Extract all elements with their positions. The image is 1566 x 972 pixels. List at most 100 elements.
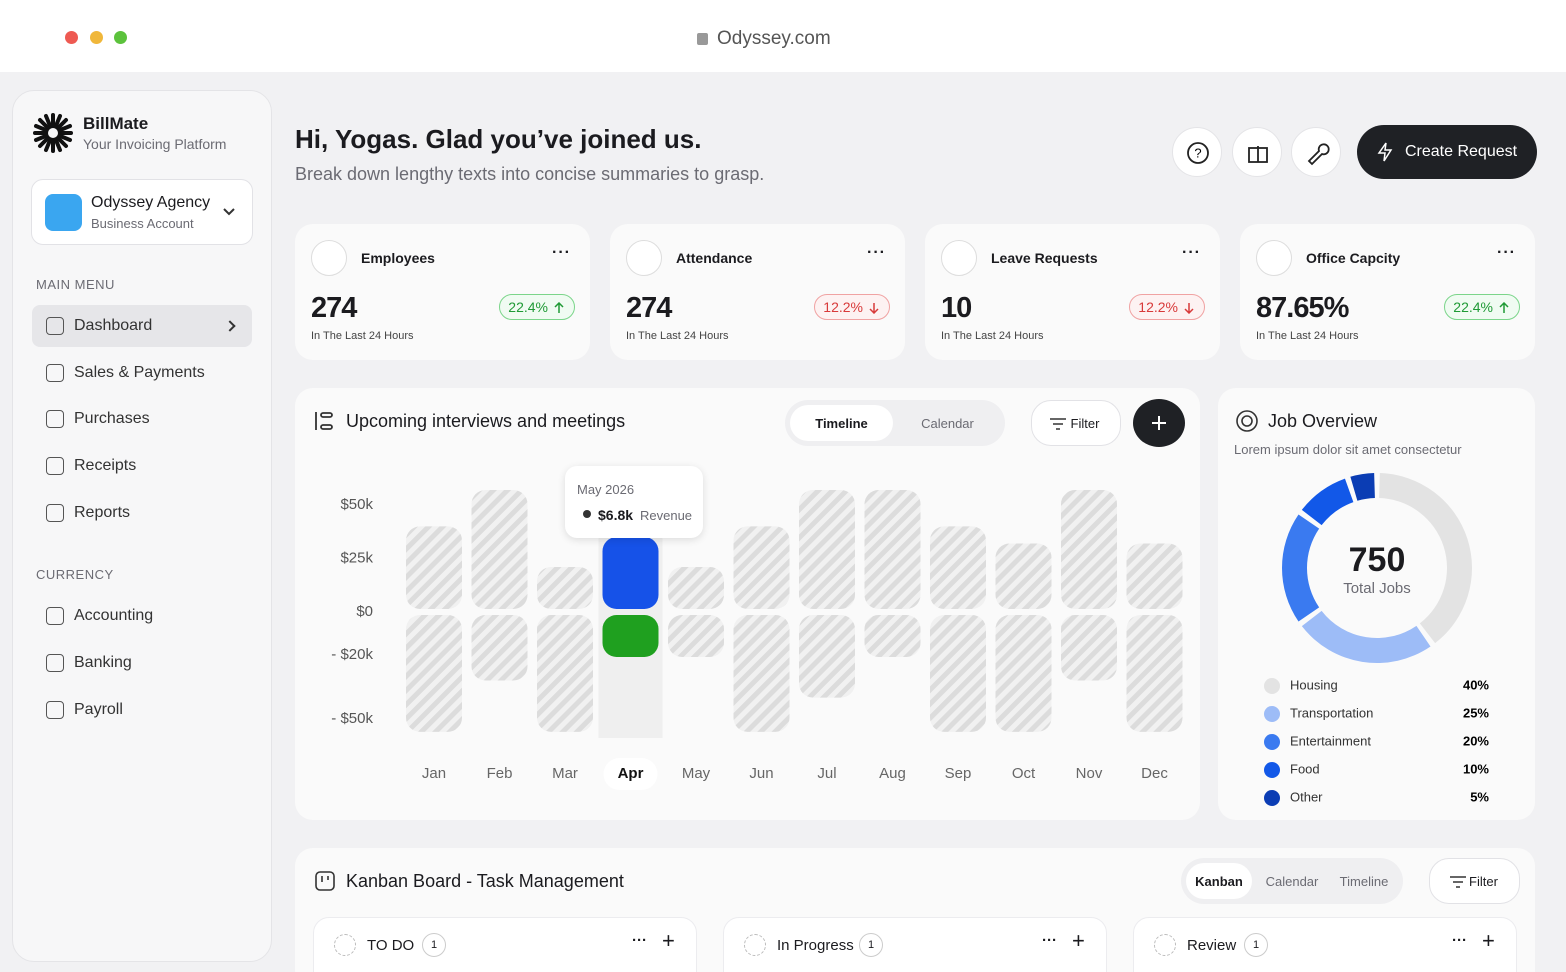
more-button[interactable]: ··· <box>867 244 886 261</box>
tab[interactable]: Timeline <box>790 405 893 441</box>
menu-item[interactable]: Dashboard <box>32 305 252 347</box>
chevron <box>224 320 236 332</box>
bar <box>930 615 986 732</box>
menu-item[interactable]: Purchases <box>32 398 252 440</box>
arrow <box>1184 303 1194 314</box>
tooltip-value: $6.8k <box>598 507 634 523</box>
tab[interactable]: Calendar <box>921 415 974 431</box>
bar <box>406 526 462 609</box>
more-button[interactable]: ··· <box>1497 244 1516 261</box>
stat-title: Leave Requests <box>991 250 1098 266</box>
create-request-button[interactable]: Create Request <box>1357 125 1537 179</box>
menu-label: Accounting <box>74 607 154 624</box>
y-tick-label: - $50k <box>331 710 373 727</box>
url: Odyssey.com <box>717 28 831 49</box>
menu-item[interactable]: Reports <box>32 492 252 534</box>
bar <box>537 567 593 609</box>
stat-card: Attendance ··· 274 12.2% In The Last 24 Hour… <box>610 224 905 360</box>
menu-label: Banking <box>74 654 132 671</box>
stat-note: In The Last 24 Hours <box>1256 330 1359 342</box>
selected-label-bg <box>603 758 658 790</box>
stat-note: In The Last 24 Hours <box>311 330 414 342</box>
menu-item[interactable]: Sales & Payments <box>32 352 252 394</box>
menu-item[interactable]: Receipts <box>32 445 252 487</box>
more-button[interactable]: ··· <box>632 932 647 949</box>
x-tick-label: Feb <box>487 765 513 782</box>
legend-label: Food <box>1290 761 1320 776</box>
donut-slice <box>1301 478 1354 526</box>
tab[interactable]: Timeline <box>1339 873 1389 889</box>
bar <box>537 615 593 732</box>
trend-arrow <box>869 303 879 314</box>
gift-button[interactable] <box>1232 127 1282 177</box>
stat-card: Office Capcity ··· 87.65% 22.4% In The Last … <box>1240 224 1535 360</box>
more-button[interactable]: ··· <box>552 244 571 261</box>
bar <box>799 490 855 609</box>
legend-label: Other <box>1290 789 1323 804</box>
stat-icon <box>311 240 347 276</box>
button-label: Create Request <box>1405 143 1518 160</box>
bar-chart: $50k $25k $0 - $20k - $50k Jan Feb Mar Apr May Jun… <box>331 470 1183 790</box>
change-value: 12.2% <box>823 299 863 315</box>
column-count: 1 <box>422 933 446 957</box>
bar <box>733 526 790 609</box>
bar <box>1061 490 1117 609</box>
status-circle <box>1154 934 1176 956</box>
tagline: Your Invoicing Platform <box>83 136 227 152</box>
account-icon <box>45 194 82 231</box>
column-name: In Progress <box>777 937 854 954</box>
total-label: Total Jobs <box>1343 580 1411 597</box>
x-tick-label: Apr <box>618 765 644 782</box>
close-dot[interactable] <box>65 31 78 44</box>
column-count: 1 <box>1244 933 1268 957</box>
min-dot[interactable] <box>90 31 103 44</box>
legend-dot <box>1264 678 1280 694</box>
greeting-sub: Break down lengthy texts into concise su… <box>295 164 765 184</box>
add-button[interactable]: + <box>662 928 675 953</box>
more-button[interactable]: ··· <box>1182 244 1201 261</box>
menu-item[interactable]: Accounting <box>32 595 252 637</box>
x-tick-label: Sep <box>945 765 972 782</box>
legend-dot <box>1264 790 1280 806</box>
tab[interactable]: Calendar <box>1265 873 1319 889</box>
add-button[interactable]: + <box>1072 928 1085 953</box>
kanban-card: Kanban Board - Task Management Kanban Ca… <box>295 848 1535 972</box>
stat-title: Attendance <box>676 250 753 266</box>
donut-slice <box>1301 610 1431 663</box>
legend-value: 5% <box>1470 789 1489 804</box>
list-icon <box>315 412 333 430</box>
bar <box>864 615 921 657</box>
card-title: Kanban Board - Task Management <box>346 871 624 891</box>
max-dot[interactable] <box>114 31 127 44</box>
tools-button[interactable] <box>1291 127 1341 177</box>
account-switch[interactable]: Odyssey Agency Business Account <box>31 179 253 245</box>
filter-button[interactable]: Filter <box>1031 400 1121 446</box>
target-icon <box>1236 410 1258 432</box>
bar <box>799 615 855 698</box>
stat-title: Office Capcity <box>1306 250 1401 266</box>
column-count: 1 <box>859 933 883 957</box>
stat-value: 10 <box>941 292 972 324</box>
interviews-card: Upcoming interviews and meetings Timelin… <box>295 388 1200 820</box>
stat-icon <box>626 240 662 276</box>
add-button[interactable] <box>1133 399 1185 447</box>
menu-label: Sales & Payments <box>74 364 205 381</box>
logo <box>33 113 73 153</box>
menu-item[interactable]: Banking <box>32 642 252 684</box>
tab[interactable]: Kanban <box>1186 863 1252 899</box>
help-button[interactable]: ? <box>1172 127 1222 177</box>
legend-dot <box>1264 706 1280 722</box>
menu-item[interactable]: Payroll <box>32 689 252 731</box>
bar <box>1126 615 1183 732</box>
filter-button[interactable]: Filter <box>1429 858 1520 904</box>
stat-card: Leave Requests ··· 10 12.2% In The Last 24 H… <box>925 224 1220 360</box>
bar <box>471 490 528 609</box>
trend-arrow <box>1184 303 1194 314</box>
add-button[interactable]: + <box>1482 928 1495 953</box>
more-button[interactable]: ··· <box>1042 932 1057 949</box>
donut-chart: Housing 40% Transportation 25% Entertainment… <box>1264 473 1489 806</box>
donut-slice <box>1350 473 1375 501</box>
more-button[interactable]: ··· <box>1452 932 1467 949</box>
menu-label: Receipts <box>74 457 137 474</box>
bar <box>602 537 659 609</box>
